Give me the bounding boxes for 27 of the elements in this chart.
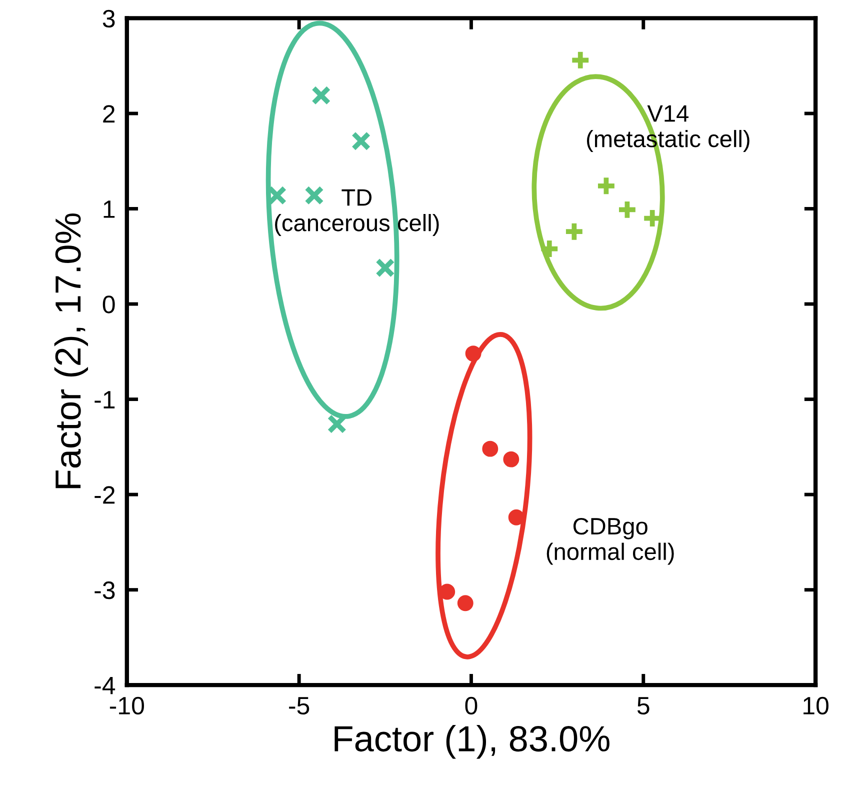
- x-tick-label: -10: [110, 696, 144, 715]
- x-tick-label: -5: [289, 697, 310, 715]
- point: [508, 509, 524, 526]
- point: [327, 414, 347, 434]
- point: [311, 86, 331, 106]
- y-tick-label: -1: [94, 391, 115, 408]
- y-tick-label: 3: [102, 10, 115, 28]
- x-tick-label: 10: [804, 696, 828, 715]
- y-tick-label: -2: [94, 486, 115, 504]
- point: [465, 346, 482, 362]
- x-tick-label: 0: [465, 696, 478, 715]
- x-tick-label: 5: [637, 697, 650, 715]
- x-axis-title: Factor (1), 83.0%: [334, 725, 610, 759]
- point: [304, 186, 324, 206]
- annotation: TD (cancerous cell): [275, 189, 439, 236]
- annotation: CDBgo (normal cell): [546, 518, 674, 565]
- y-tick-label: 2: [103, 105, 115, 123]
- point: [503, 451, 520, 468]
- y-tick-label: -4: [94, 676, 116, 694]
- point: [351, 131, 371, 151]
- point: [482, 440, 498, 457]
- point: [457, 595, 474, 612]
- point: [375, 258, 395, 278]
- y-tick-label: -3: [94, 581, 115, 600]
- y-tick-label: 0: [102, 296, 115, 314]
- y-axis-title: Factor (2), 17.0%: [54, 213, 88, 488]
- y-tick-label: 1: [104, 200, 115, 218]
